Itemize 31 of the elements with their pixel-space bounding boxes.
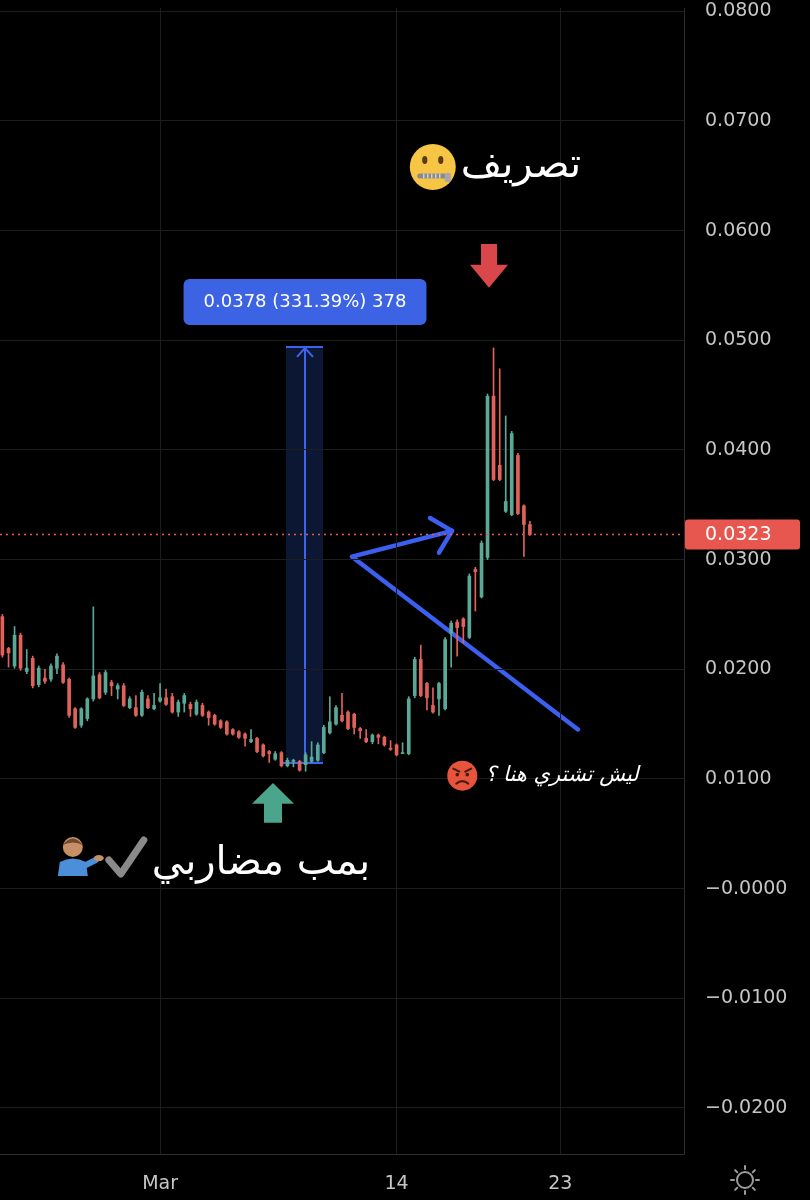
x-tick-label: 14: [384, 1171, 409, 1194]
candlestick: [24, 649, 29, 674]
y-tick-label: 0.0200: [705, 656, 772, 679]
ref-line-label: 0.0323: [705, 522, 772, 545]
x-tick-label: 23: [548, 1171, 573, 1194]
y-tick-label: −0.0200: [705, 1094, 788, 1117]
y-tick-label: 0.0800: [705, 0, 772, 21]
candlestick: [267, 750, 272, 763]
y-tick-label: −0.0100: [705, 985, 788, 1008]
annotation: بمب مضاربي: [151, 837, 371, 885]
y-tick-label: −0.0000: [705, 875, 788, 898]
y-tick-label: 0.0600: [705, 217, 772, 240]
candlestick: [340, 693, 344, 723]
candlestick: [152, 693, 156, 711]
y-tick-label: 0.0400: [705, 436, 772, 459]
candlestick: [449, 620, 453, 668]
candlestick: [158, 683, 162, 703]
y-tick-label: 0.0500: [705, 327, 772, 350]
y-tick-label: 0.0700: [705, 107, 772, 130]
candlestick: [497, 368, 502, 481]
annotation: 0.0378 (331.39%) 378: [203, 289, 407, 311]
x-tick-label: Mar: [142, 1171, 179, 1194]
candlestick: [503, 415, 508, 513]
candlestick: [358, 727, 363, 739]
annotation: تصريف: [460, 140, 582, 188]
annotation: ليش تشتري هنا ؟: [485, 762, 642, 788]
candlestick: [249, 729, 253, 744]
y-tick-label: 0.0100: [705, 765, 772, 788]
y-tick-label: 0.0300: [705, 546, 772, 569]
candlestick: [91, 606, 96, 702]
candlestick: [455, 619, 459, 657]
